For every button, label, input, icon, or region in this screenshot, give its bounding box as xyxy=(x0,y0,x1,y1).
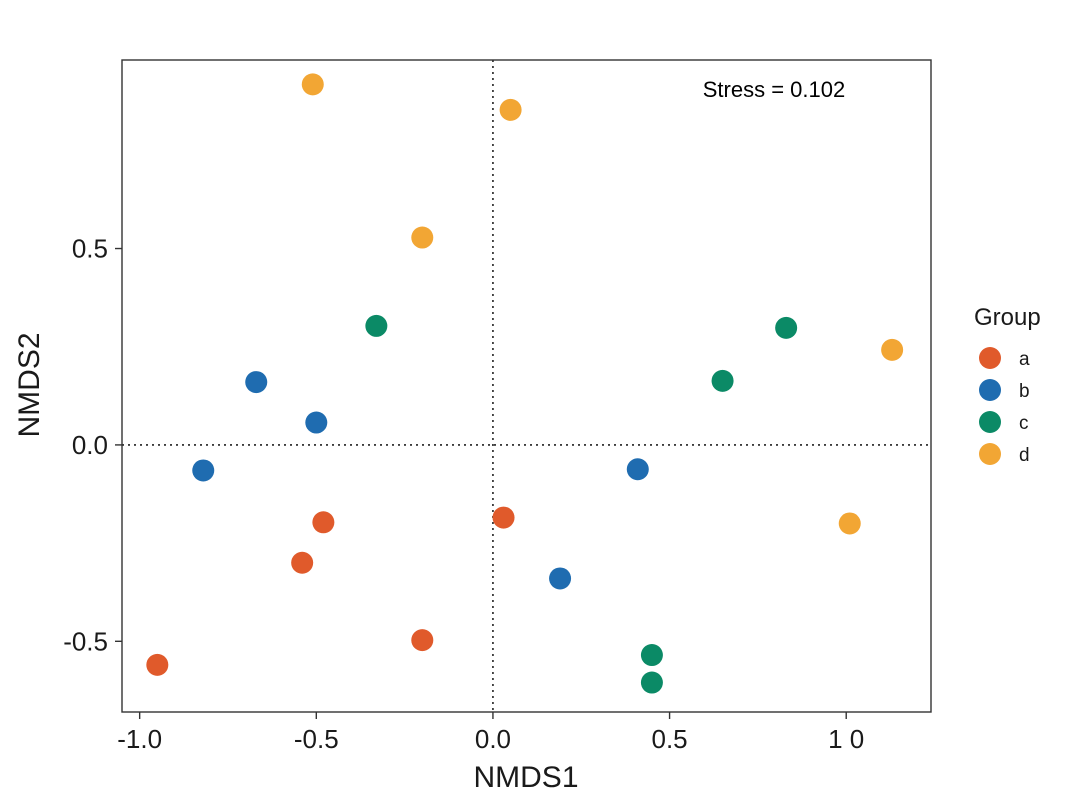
point-group-c xyxy=(365,314,388,337)
point-group-a xyxy=(411,629,434,652)
point-group-a xyxy=(291,551,314,574)
point-group-b xyxy=(626,458,649,481)
legend-key-d xyxy=(979,443,1001,465)
point-group-d xyxy=(499,98,522,121)
y-tick-label: -0.5 xyxy=(63,626,108,656)
y-tick-label: 0.5 xyxy=(72,234,108,264)
legend-title: Group xyxy=(974,304,1041,331)
point-group-b xyxy=(192,459,215,482)
point-group-c xyxy=(775,316,798,339)
point-group-a xyxy=(312,511,335,534)
y-axis-title: NMDS2 xyxy=(13,332,46,437)
x-axis: -1.0 -0.5 0.0 0.5 1 0 xyxy=(117,712,864,754)
x-tick-label: 0.5 xyxy=(651,724,687,754)
legend-label-b: b xyxy=(1019,381,1030,402)
legend-key-a xyxy=(979,347,1001,369)
point-group-a xyxy=(146,653,169,676)
legend-label-a: a xyxy=(1019,349,1030,370)
plot-panel-border xyxy=(121,59,932,713)
point-group-b xyxy=(549,567,572,590)
point-group-c xyxy=(640,644,663,667)
point-group-d xyxy=(301,73,324,96)
legend-label-d: d xyxy=(1019,445,1030,466)
data-points xyxy=(146,73,904,694)
point-group-d xyxy=(881,338,904,361)
legend-key-c xyxy=(979,411,1001,433)
point-group-b xyxy=(245,371,268,394)
point-group-d xyxy=(411,226,434,249)
point-group-d xyxy=(838,512,861,535)
point-group-b xyxy=(305,411,328,434)
legend-key-b xyxy=(979,379,1001,401)
x-tick-label: 1 0 xyxy=(828,724,864,754)
x-tick-label: 0.0 xyxy=(475,724,511,754)
y-tick-label: 0.0 xyxy=(72,430,108,460)
point-group-c xyxy=(711,369,734,392)
point-group-a xyxy=(492,506,515,529)
stress-annotation: Stress = 0.102 xyxy=(703,77,845,102)
point-group-c xyxy=(640,671,663,694)
x-axis-title: NMDS1 xyxy=(473,761,578,794)
reference-lines xyxy=(122,60,931,712)
y-axis: -0.5 0.0 0.5 xyxy=(63,234,122,656)
x-tick-label: -1.0 xyxy=(117,724,162,754)
legend-label-c: c xyxy=(1019,413,1029,434)
x-tick-label: -0.5 xyxy=(294,724,339,754)
